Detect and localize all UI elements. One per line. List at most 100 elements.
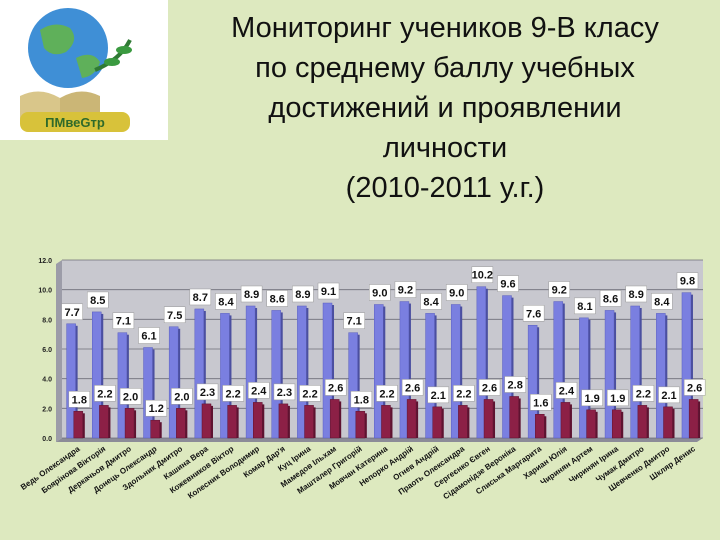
bar-series2-side bbox=[262, 404, 265, 438]
data-label-series2-box bbox=[453, 385, 475, 402]
data-label-series2-box bbox=[427, 386, 450, 404]
category-label: Шкляр Денис bbox=[648, 444, 697, 482]
data-label-series1-box bbox=[420, 293, 442, 310]
bar-series2-side bbox=[390, 407, 393, 438]
data-label-series2: 2.0 bbox=[123, 391, 138, 403]
y-tick-label: 8.0 bbox=[42, 317, 52, 324]
data-label-series2-box bbox=[581, 389, 603, 407]
data-label-series2: 2.3 bbox=[200, 387, 215, 399]
bar-series2 bbox=[458, 405, 468, 439]
bar-series2 bbox=[663, 406, 673, 439]
data-label-series2: 2.4 bbox=[251, 385, 267, 397]
data-label-series2: 2.6 bbox=[328, 382, 343, 394]
school-logo: ПМвеGтр bbox=[0, 0, 168, 140]
page-title: Мониторинг учеников 9-В класу по среднем… bbox=[180, 8, 710, 208]
data-label-series2: 2.2 bbox=[302, 388, 317, 400]
bar-series1-side bbox=[203, 310, 206, 438]
bar-series2-side bbox=[646, 407, 649, 438]
bar-series2 bbox=[483, 399, 494, 439]
data-label-series1: 8.1 bbox=[577, 301, 592, 313]
bar-series1-side bbox=[511, 297, 514, 438]
bar-series2-side bbox=[595, 411, 598, 438]
bar-series2 bbox=[688, 399, 699, 439]
bar-series1-side bbox=[690, 294, 693, 438]
data-label-series2: 1.8 bbox=[354, 394, 369, 406]
bar-series2 bbox=[329, 399, 340, 439]
data-label-series1: 7.1 bbox=[347, 316, 362, 328]
bar-series2-side bbox=[467, 407, 470, 438]
data-label-series2: 2.8 bbox=[508, 379, 523, 391]
data-label-series2-box bbox=[350, 391, 373, 408]
data-label-series2-box bbox=[222, 385, 244, 402]
title-line-1: Мониторинг учеников 9-В класу bbox=[231, 12, 659, 44]
data-label-series1-box bbox=[292, 285, 314, 303]
data-label-series2-box bbox=[376, 385, 398, 402]
data-label-series1: 9.2 bbox=[552, 285, 567, 297]
data-label-series2-box bbox=[478, 379, 501, 396]
bar-series1-side bbox=[460, 306, 463, 438]
data-label-series2-box bbox=[324, 379, 347, 396]
data-label-series2: 1.2 bbox=[149, 403, 164, 415]
data-label-series1-box bbox=[651, 293, 673, 310]
bar-series2-side bbox=[236, 407, 239, 438]
bar-series2-side bbox=[493, 401, 496, 438]
data-label-series2: 2.2 bbox=[225, 388, 240, 400]
bar-series2-side bbox=[185, 410, 188, 438]
y-tick-label: 12.0 bbox=[38, 258, 52, 265]
bar-series2 bbox=[560, 402, 571, 439]
bar-series2-side bbox=[441, 408, 444, 438]
plot-floor bbox=[56, 438, 703, 442]
data-label-series2: 2.2 bbox=[379, 388, 394, 400]
bar-series2-side bbox=[159, 422, 162, 438]
data-label-series2-box bbox=[119, 388, 142, 405]
data-label-series1-box bbox=[445, 284, 468, 301]
data-label-series1-box bbox=[215, 293, 237, 310]
data-label-series2: 1.8 bbox=[72, 394, 87, 406]
title-line-2: по среднему баллу учебных bbox=[255, 52, 635, 84]
title-line-5: (2010-2011 у.г.) bbox=[345, 172, 545, 204]
bar-series1-side bbox=[357, 334, 360, 438]
bar-series2 bbox=[586, 409, 596, 439]
data-label-series1-box bbox=[189, 288, 212, 306]
data-label-series1: 7.6 bbox=[526, 308, 541, 320]
bar-series2 bbox=[73, 411, 84, 439]
data-label-series1-box bbox=[240, 285, 263, 303]
bar-series1-side bbox=[537, 327, 540, 438]
bar-series1-side bbox=[75, 325, 78, 438]
data-label-series1-box bbox=[471, 266, 494, 283]
data-label-series2: 1.9 bbox=[584, 393, 599, 405]
data-label-series2-box bbox=[683, 379, 706, 396]
bar-series1-side bbox=[280, 312, 283, 438]
data-label-series1-box bbox=[87, 291, 109, 309]
bar-series1-side bbox=[665, 315, 668, 438]
bar-series1-side bbox=[178, 328, 181, 438]
bar-series1-side bbox=[101, 313, 104, 438]
bar-series2-side bbox=[210, 405, 213, 438]
data-label-series1: 6.1 bbox=[141, 331, 156, 343]
data-label-series1-box bbox=[497, 275, 519, 292]
data-label-series2: 2.2 bbox=[97, 388, 112, 400]
data-label-series2: 1.9 bbox=[610, 393, 625, 405]
data-label-series1: 9.0 bbox=[372, 288, 387, 300]
data-label-series2: 2.0 bbox=[174, 391, 189, 403]
data-label-series1-box bbox=[61, 303, 83, 321]
data-label-series2: 2.1 bbox=[661, 390, 676, 402]
bar-series1-side bbox=[126, 334, 129, 438]
data-label-series1-box bbox=[112, 312, 135, 329]
data-label-series1-box bbox=[369, 284, 391, 301]
data-label-series1: 8.7 bbox=[193, 292, 208, 304]
data-label-series2: 2.2 bbox=[456, 388, 471, 400]
bar-series2-side bbox=[569, 404, 572, 438]
title-line-3: достижений и проявлении bbox=[268, 92, 622, 124]
data-label-series2: 2.6 bbox=[687, 382, 702, 394]
title-line-4: личности bbox=[382, 132, 508, 164]
data-label-series1-box bbox=[317, 282, 340, 300]
data-label-series1: 8.4 bbox=[654, 296, 670, 308]
plot-side-wall bbox=[56, 260, 62, 442]
bar-series1-side bbox=[562, 303, 565, 438]
bar-series1-side bbox=[306, 307, 309, 438]
data-label-series1: 8.9 bbox=[295, 289, 310, 301]
data-label-series2: 2.6 bbox=[482, 382, 497, 394]
data-label-series1: 9.1 bbox=[321, 286, 336, 298]
